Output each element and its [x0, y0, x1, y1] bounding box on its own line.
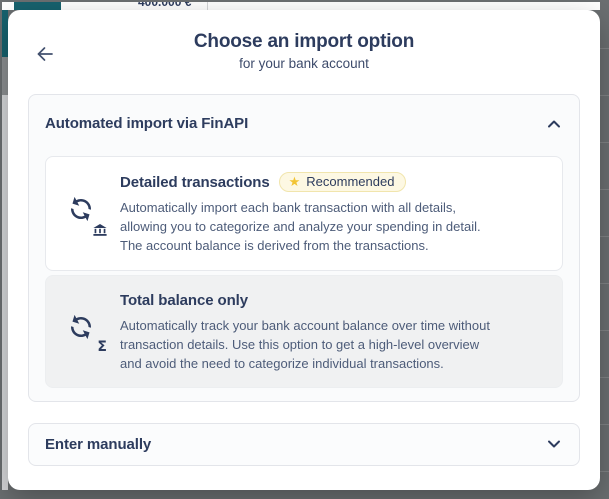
option-description: Automatically track your bank account ba… — [120, 317, 490, 372]
option-detailed-transactions[interactable]: Detailed transactions ★ Recommended Auto… — [45, 156, 563, 271]
option-content: Detailed transactions ★ Recommended Auto… — [120, 158, 562, 270]
back-arrow-icon — [37, 47, 53, 61]
back-button[interactable] — [32, 41, 58, 67]
option-title: Total balance only — [120, 291, 248, 309]
option-description: Automatically import each bank transacti… — [120, 199, 481, 254]
accordion-header-finapi[interactable]: Automated import via FinAPI — [29, 95, 579, 156]
star-icon: ★ — [288, 174, 301, 190]
background-page-strip: 400.000 € — [2, 2, 600, 10]
accordion-header-manual[interactable]: Enter manually — [29, 424, 579, 465]
page-title: Choose an import option — [193, 31, 415, 52]
option-title: Detailed transactions — [120, 173, 270, 191]
option-content: Total balance only Automatically track y… — [120, 276, 562, 388]
recommended-badge: ★ Recommended — [278, 172, 407, 193]
background-sidebar-fragment — [2, 10, 8, 57]
section-enter-manually[interactable]: Enter manually — [28, 423, 580, 466]
accordion-label: Automated import via FinAPI — [45, 115, 249, 132]
accordion-label: Enter manually — [45, 436, 152, 453]
background-dimmed-fragment — [2, 57, 8, 95]
sigma-glyph-icon: Σ — [96, 338, 108, 355]
bank-glyph-icon — [92, 223, 108, 236]
page-subtitle: for your bank account — [239, 56, 369, 71]
background-light-fragment — [2, 95, 8, 490]
background-teal-element — [14, 2, 61, 10]
background-divider — [207, 2, 208, 10]
option-total-balance[interactable]: Σ Total balance only Automatically track… — [45, 275, 563, 388]
background-left-strip — [2, 10, 8, 490]
sync-bank-icon — [66, 194, 108, 236]
sync-sum-icon: Σ — [66, 312, 108, 355]
import-option-modal: Choose an import option for your bank ac… — [8, 10, 600, 490]
backdrop-overlay — [600, 2, 609, 490]
background-balance-text: 400.000 € — [138, 2, 192, 9]
section-automated-import: Automated import via FinAPI — [28, 94, 580, 402]
chevron-up-icon — [548, 120, 560, 128]
chevron-down-icon — [548, 440, 560, 448]
badge-label: Recommended — [306, 174, 395, 190]
